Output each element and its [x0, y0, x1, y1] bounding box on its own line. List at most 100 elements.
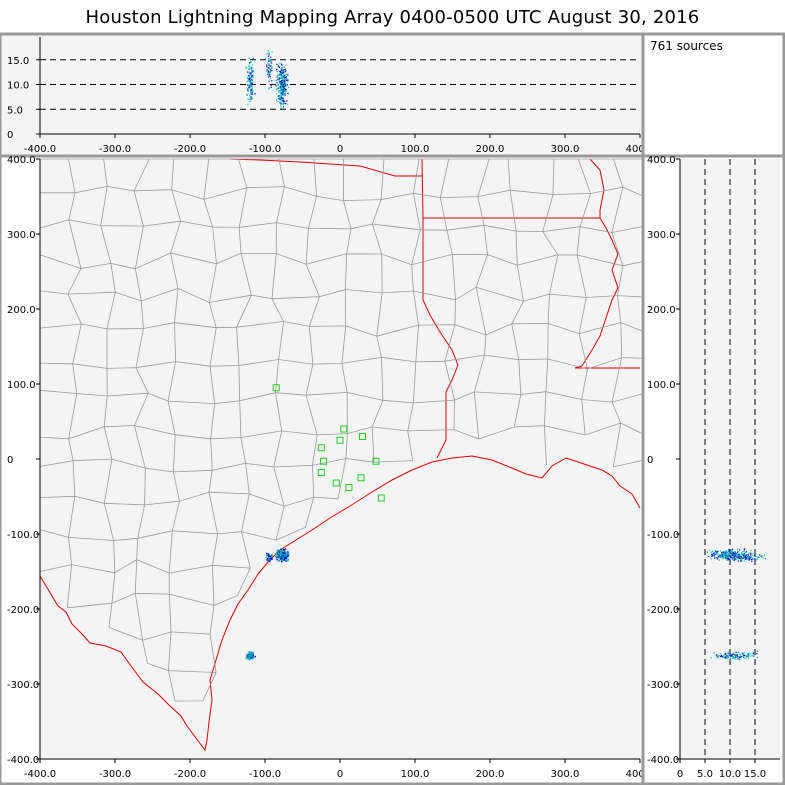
lightning-source	[251, 83, 253, 85]
lightning-source	[731, 655, 733, 657]
lightning-source	[732, 657, 734, 659]
lightning-source	[269, 78, 271, 80]
lightning-source	[279, 82, 282, 84]
plan-view-panel: 400.0 300.0 200.0 100.0 0 -100.0 -200.0 -300.0 -…	[0, 154, 654, 785]
lightning-source	[743, 560, 745, 562]
lma-station-marker	[340, 425, 348, 433]
lightning-source	[739, 549, 741, 551]
lightning-source	[286, 78, 289, 81]
lightning-source	[252, 654, 254, 657]
altitude-x-ytick-label: 15.0	[7, 56, 29, 67]
lightning-source	[737, 658, 739, 660]
lightning-source	[267, 76, 270, 78]
lightning-source	[750, 549, 752, 551]
lightning-source	[708, 555, 710, 557]
lightning-source	[710, 558, 712, 560]
lightning-source	[280, 89, 283, 92]
lightning-source	[284, 555, 286, 558]
lightning-source	[736, 555, 738, 557]
lightning-source	[717, 555, 719, 557]
lightning-source	[731, 654, 733, 656]
lightning-source	[249, 72, 251, 75]
lightning-source	[716, 654, 718, 656]
lightning-source	[281, 83, 283, 86]
lightning-source	[248, 68, 250, 70]
lightning-source	[252, 74, 254, 77]
lightning-source	[268, 80, 270, 82]
lightning-source	[248, 652, 251, 655]
lightning-source	[281, 86, 283, 88]
lightning-source	[267, 50, 269, 52]
lightning-source	[726, 559, 728, 561]
lightning-source	[266, 64, 268, 66]
lightning-source	[730, 555, 733, 557]
lightning-source	[735, 554, 737, 556]
lightning-source	[287, 558, 289, 560]
lightning-source	[252, 70, 254, 72]
plan-ytick-label: -400.0	[7, 755, 39, 766]
lightning-source	[711, 555, 713, 558]
lightning-source	[251, 655, 253, 658]
lightning-source	[251, 79, 254, 82]
lightning-source	[280, 103, 282, 105]
lightning-source	[277, 552, 279, 554]
lightning-source	[762, 557, 764, 559]
lightning-source	[755, 559, 757, 561]
lightning-source	[247, 84, 249, 86]
lightning-source	[250, 68, 252, 70]
lightning-source	[266, 65, 268, 68]
lightning-source	[283, 87, 285, 90]
lightning-source	[249, 72, 251, 74]
lightning-source	[268, 560, 271, 562]
lightning-source	[276, 68, 278, 71]
lightning-source	[282, 549, 285, 551]
lightning-source	[282, 98, 284, 100]
lightning-source	[281, 89, 284, 91]
lightning-source	[282, 84, 284, 86]
lightning-source	[285, 554, 288, 556]
lightning-source	[278, 77, 280, 79]
lightning-source	[735, 651, 737, 653]
lma-station-marker	[317, 444, 325, 452]
lightning-source	[747, 553, 749, 555]
lma-station-marker	[317, 469, 325, 476]
lightning-source	[281, 94, 283, 96]
lightning-source	[282, 94, 284, 96]
lightning-source	[276, 76, 278, 78]
lightning-source	[729, 657, 731, 660]
lma-station-marker	[359, 433, 366, 440]
lightning-source	[252, 82, 254, 84]
lightning-source	[281, 81, 283, 83]
lightning-source	[283, 77, 286, 79]
lightning-source	[727, 655, 730, 657]
lightning-source	[277, 553, 280, 556]
lightning-source	[742, 554, 745, 556]
lightning-source	[267, 71, 270, 73]
lightning-source	[267, 555, 270, 557]
lightning-source	[734, 555, 736, 558]
lightning-source	[746, 655, 748, 657]
lightning-source	[251, 76, 253, 78]
lightning-source	[278, 79, 280, 81]
lightning-source	[732, 652, 735, 654]
lightning-source	[284, 85, 287, 87]
lightning-source	[268, 64, 270, 66]
lightning-source	[750, 556, 752, 558]
lightning-source	[287, 551, 289, 553]
lightning-source	[279, 552, 282, 554]
lightning-source	[278, 86, 280, 88]
lightning-source	[723, 551, 725, 553]
lightning-source	[278, 95, 280, 97]
lightning-source	[248, 658, 250, 660]
lightning-source	[752, 552, 754, 555]
lightning-source	[266, 552, 268, 555]
lightning-source	[737, 658, 739, 660]
lightning-source	[276, 70, 278, 73]
plan-xtick-label: -100.0	[249, 769, 281, 780]
lightning-source	[732, 656, 734, 659]
lightning-source	[271, 67, 273, 69]
lightning-source	[282, 75, 285, 77]
lightning-source	[276, 87, 278, 89]
lightning-source	[248, 66, 250, 68]
lightning-source	[280, 82, 282, 84]
